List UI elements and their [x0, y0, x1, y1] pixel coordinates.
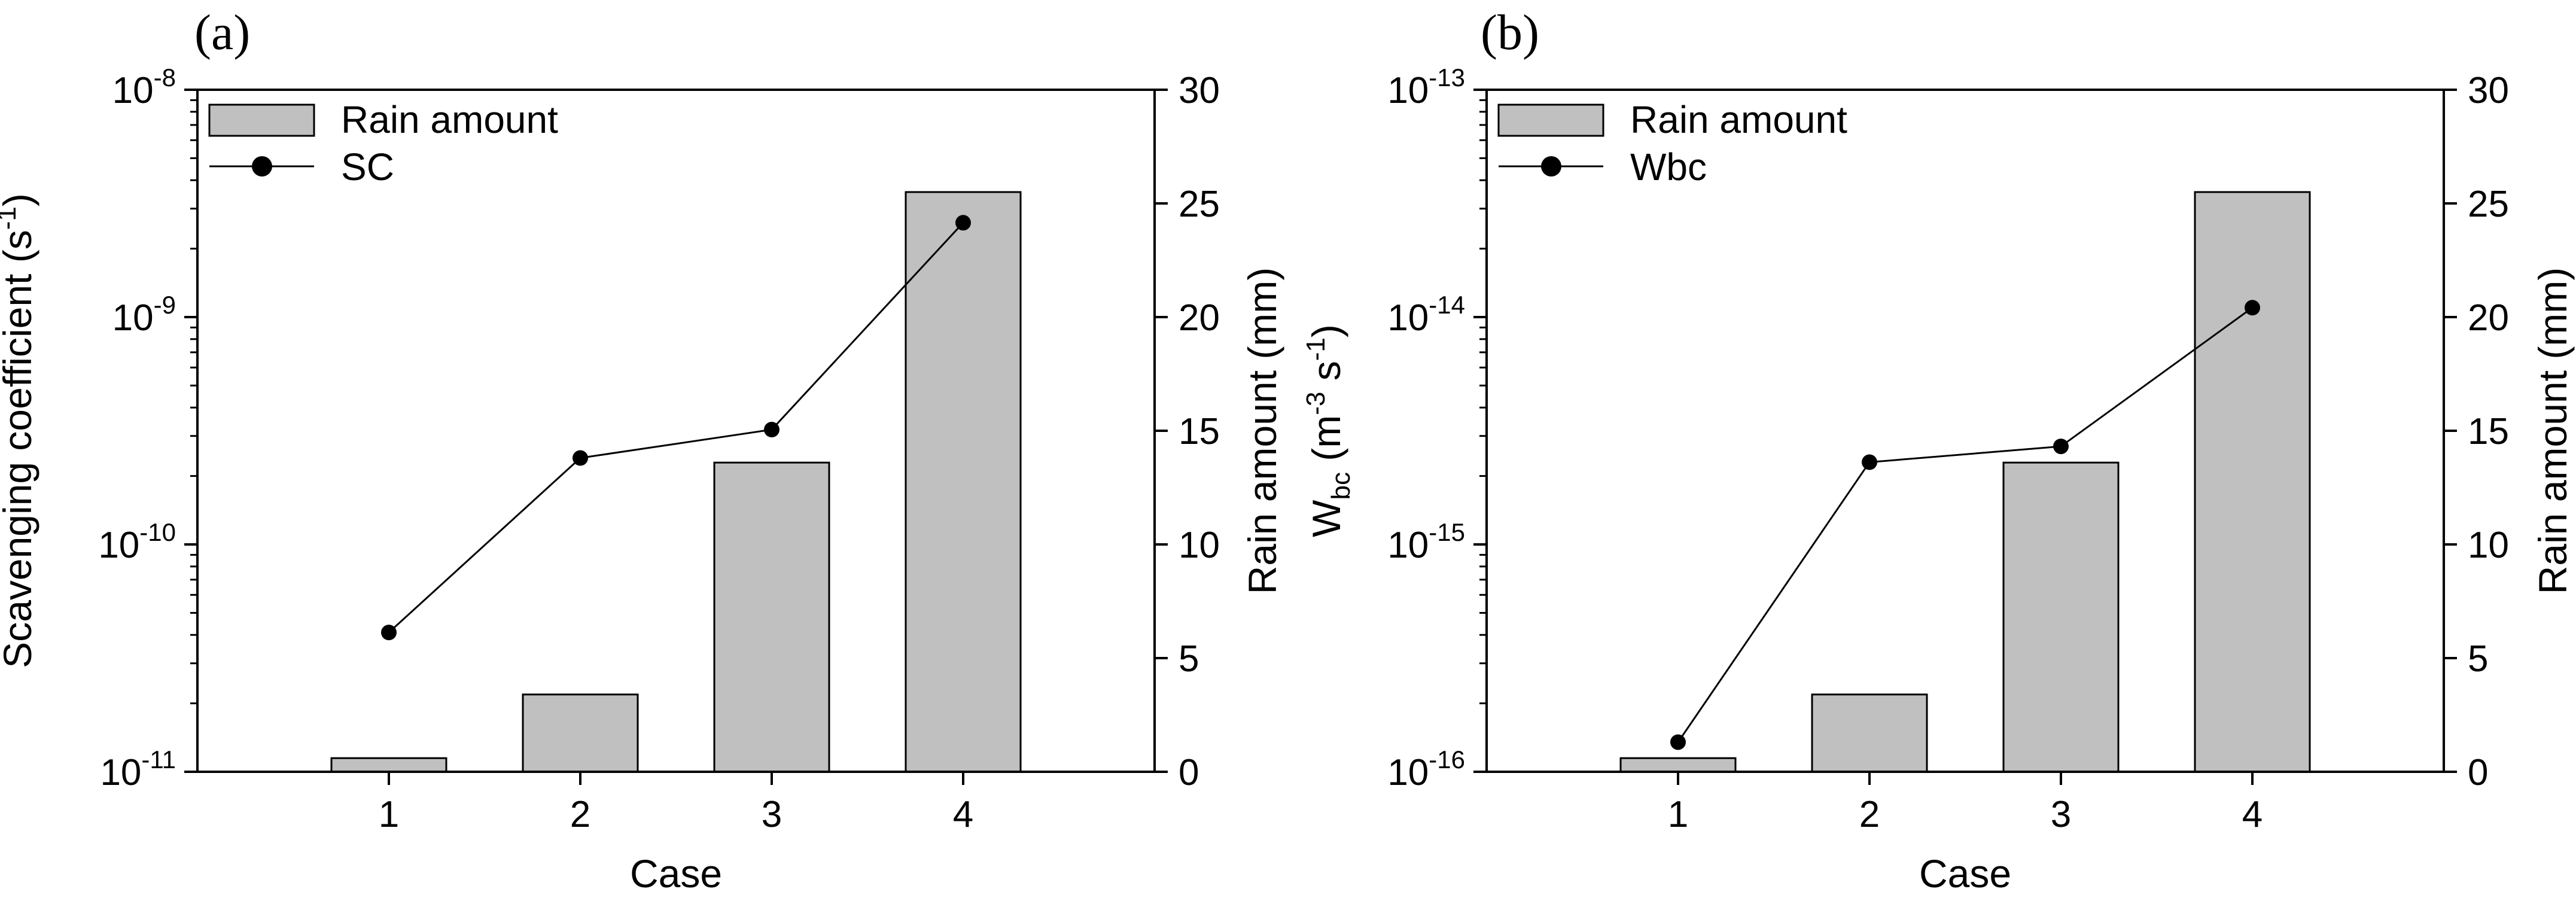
rain-bar	[2194, 191, 2311, 773]
x-axis-title: Case	[1919, 851, 2011, 896]
axis-title-part: (m	[1304, 415, 1348, 472]
legend-label: Rain amount	[341, 98, 558, 141]
legend-bar-swatch	[208, 104, 315, 137]
axis-title-part: W	[1304, 500, 1348, 537]
right-axis-title: Rain amount (mm)	[2531, 267, 2575, 594]
y-tick-label: 10-13	[1387, 63, 1465, 111]
y-tick-label: 10-9	[112, 291, 176, 339]
y-tick-label: 10-16	[1387, 745, 1465, 793]
axis-title-superscript: -3	[1301, 392, 1330, 415]
y2-tick-label: 0	[1179, 752, 1199, 793]
panel-label: (b)	[1481, 5, 1539, 60]
tick-base: 10	[112, 70, 154, 111]
tick-exponent: -11	[141, 745, 176, 774]
y2-tick-label: 10	[1179, 525, 1220, 566]
axis-title-part: s	[1304, 361, 1348, 391]
rain-bar	[2002, 461, 2120, 773]
y2-tick-label: 20	[2468, 297, 2509, 339]
y-tick-label: 10-11	[100, 745, 176, 793]
data-point	[955, 215, 971, 231]
rain-bar	[1619, 757, 1737, 773]
tick-base: 10	[112, 297, 154, 339]
y2-tick-label: 5	[1179, 638, 1199, 680]
legend-label: Rain amount	[1630, 98, 1847, 141]
x-tick-label: 1	[379, 794, 399, 835]
legend-marker	[1541, 156, 1561, 176]
tick-base: 10	[1387, 70, 1429, 111]
y2-tick-label: 30	[2468, 70, 2509, 111]
legend-marker	[252, 156, 272, 176]
y2-tick-label: 25	[2468, 184, 2509, 225]
line-series	[1677, 307, 2253, 743]
tick-exponent: -9	[154, 291, 176, 319]
tick-base: 10	[1387, 752, 1429, 793]
data-point	[573, 450, 588, 466]
panel-b: 1 2 3 4Case10-1610-1510-1410-13051015202530…	[1301, 5, 2575, 896]
y2-tick-label: 30	[1179, 70, 1220, 111]
data-point	[764, 422, 780, 438]
y-tick-label: 10-15	[1387, 518, 1465, 566]
axis-title-subscript: bc	[1326, 472, 1356, 500]
y2-tick-label: 20	[1179, 297, 1220, 339]
tick-base: 10	[100, 752, 141, 793]
rain-bar	[522, 693, 639, 773]
tick-exponent: -8	[154, 63, 176, 92]
x-tick-label: 1	[1668, 794, 1688, 835]
y-tick-label: 10-14	[1387, 291, 1465, 339]
tick-exponent: -13	[1429, 63, 1465, 92]
left-axis-title: Wbc (m-3 s-1)	[1301, 324, 1356, 537]
rain-bar	[713, 461, 830, 773]
axis-title-superscript: -1	[1301, 337, 1330, 361]
left-axis-title: Scavenging coefficient (s-1)	[0, 193, 39, 668]
x-tick-label: 4	[2242, 794, 2263, 835]
y-tick-label: 10-8	[112, 63, 176, 111]
data-point	[381, 625, 397, 641]
tick-base: 10	[1387, 297, 1429, 339]
x-tick-label: 4	[953, 794, 973, 835]
panel-a: 1 2 3 4Case10-1110-1010-910-8051015202530Sc…	[0, 5, 1284, 896]
tick-base: 10	[98, 525, 139, 566]
tick-exponent: -10	[139, 518, 176, 546]
data-point	[2053, 439, 2069, 455]
y2-tick-label: 15	[1179, 411, 1220, 452]
legend-label: Wbc	[1630, 145, 1707, 188]
axis-title-part: )	[1304, 324, 1348, 337]
legend-bar-swatch	[1497, 104, 1604, 137]
tick-base: 10	[1387, 525, 1429, 566]
x-tick-label: 3	[2051, 794, 2071, 835]
data-point	[1670, 734, 1686, 750]
tick-exponent: -14	[1429, 291, 1465, 319]
axis-title-superscript: -1	[0, 206, 22, 230]
panel-label: (a)	[194, 5, 250, 60]
data-point	[2245, 300, 2260, 316]
axis-title-part: Scavenging coefficient (s	[0, 230, 39, 668]
rain-bar	[330, 757, 447, 773]
data-point	[1862, 454, 1877, 470]
rain-bar	[1811, 693, 1928, 773]
rain-bar	[905, 191, 1022, 773]
right-axis-title: Rain amount (mm)	[1240, 267, 1284, 594]
y2-tick-label: 25	[1179, 184, 1220, 225]
tick-exponent: -16	[1429, 745, 1465, 774]
y2-tick-label: 0	[2468, 752, 2488, 793]
tick-exponent: -15	[1429, 518, 1465, 546]
x-tick-label: 2	[1859, 794, 1880, 835]
axis-title-part: )	[0, 193, 39, 206]
x-tick-label: 3	[762, 794, 782, 835]
y2-tick-label: 15	[2468, 411, 2509, 452]
y2-tick-label: 5	[2468, 638, 2488, 680]
x-tick-label: 2	[570, 794, 590, 835]
line-series	[388, 222, 964, 634]
y-tick-label: 10-10	[98, 518, 176, 566]
legend-label: SC	[341, 145, 394, 188]
x-axis-title: Case	[630, 851, 722, 896]
y2-tick-label: 10	[2468, 525, 2509, 566]
